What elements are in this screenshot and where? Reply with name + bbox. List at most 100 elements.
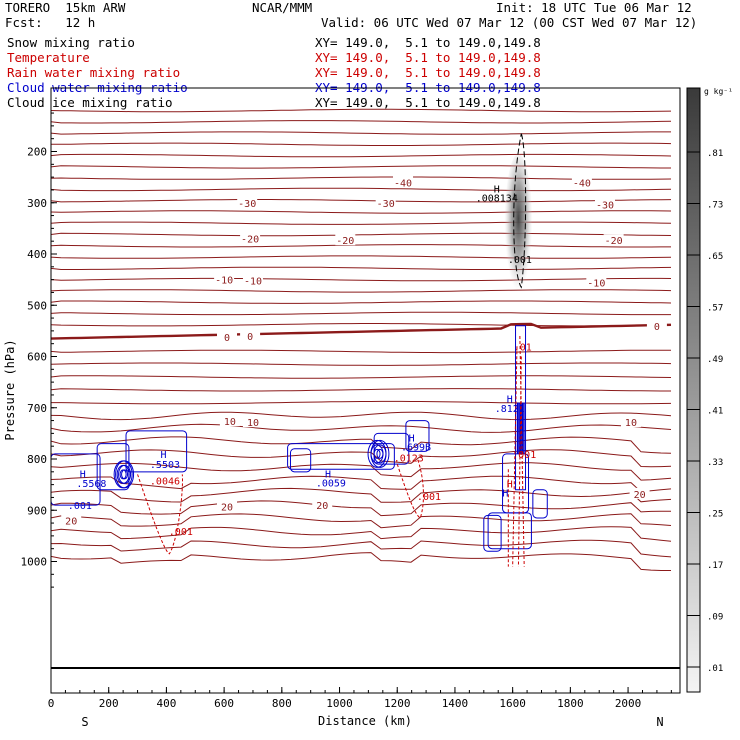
colorbar-tick-label: .25 — [707, 510, 723, 520]
cloud-cell-outline — [287, 443, 395, 470]
x-tick-label: 200 — [99, 697, 119, 710]
x-tick-label: 0 — [48, 697, 55, 710]
y-tick-label: 500 — [27, 299, 47, 312]
colorbar-tick-label: .49 — [707, 355, 723, 365]
field-value-label: .001 — [68, 501, 92, 512]
cloud-cell-outline — [487, 512, 532, 550]
field-value-label: H — [409, 433, 415, 444]
isotherm-label: -10 — [587, 279, 605, 290]
isotherm-line — [50, 210, 672, 214]
isotherm-line — [50, 436, 672, 454]
field-temperature-xy: XY= 149.0, 5.1 to 149.0,149.8 — [315, 50, 541, 65]
isotherm-line — [50, 266, 672, 270]
isotherm-line — [50, 462, 672, 481]
isotherm-label: -40 — [394, 178, 412, 189]
cloud-cell-outline — [96, 443, 130, 491]
field-value-label: .001 — [169, 527, 193, 538]
isotherm-line — [50, 362, 672, 366]
isotherm-line — [50, 487, 672, 503]
isotherm-label-bg — [393, 176, 414, 188]
field-value-label: H — [494, 184, 500, 195]
isotherm-label: 20 — [316, 501, 328, 512]
field-cloudice-xy: XY= 149.0, 5.1 to 149.0,149.8 — [315, 95, 541, 110]
field-value-label: H — [161, 450, 167, 461]
x-tick-label: 1000 — [326, 697, 353, 710]
field-value-label: .5568 — [76, 479, 106, 490]
field-value-label: .5503 — [150, 460, 180, 471]
field-value-label: .001 — [417, 492, 441, 503]
colorbar-tick-label: .09 — [707, 613, 723, 623]
cloud-ring — [118, 464, 132, 484]
isotherm-line — [50, 323, 672, 327]
cloud-ring — [370, 439, 390, 468]
isotherm-line — [50, 277, 672, 282]
isotherm-label-bg — [646, 319, 667, 331]
isotherm-line — [50, 187, 672, 192]
colorbar-tick-label: .65 — [707, 252, 723, 262]
isotherm-label-bg — [594, 198, 615, 210]
field-value-label: H — [507, 395, 513, 406]
cloud-cell-outline — [289, 448, 312, 473]
isotherm-line — [51, 142, 672, 146]
isotherm-line — [50, 552, 671, 571]
field-value-label: H — [502, 488, 508, 499]
rain-column-contours — [507, 335, 525, 567]
field-value-label: .8121 — [495, 404, 525, 415]
field-value-label: .01 — [514, 342, 532, 353]
isotherm-line — [50, 388, 671, 392]
isotherm-label-bg — [217, 500, 238, 512]
isotherm-line — [50, 539, 672, 558]
isotherm-label-bg — [375, 196, 396, 208]
isotherm-line — [50, 165, 671, 169]
field-value-label: .0046 — [150, 477, 180, 488]
isotherm-line — [50, 232, 672, 237]
isotherm-label: 10 — [247, 418, 259, 429]
y-axis-label: Pressure (hPa) — [3, 339, 17, 440]
y-tick-label: 400 — [27, 248, 47, 261]
isotherm-line — [50, 131, 671, 135]
x-tick-label: 1200 — [384, 697, 411, 710]
colorbar-tick-label: .33 — [707, 458, 723, 468]
y-axis: 200 300 400 500 600 700 800 900 1000 — [21, 112, 57, 588]
isotherm-label: 20 — [634, 490, 646, 501]
isotherm-label: 0 — [654, 322, 660, 333]
isotherm-line — [50, 199, 672, 203]
y-tick-label: 1000 — [21, 556, 48, 569]
isotherm-line — [50, 526, 672, 542]
north-label: N — [656, 715, 663, 729]
field-value-label: H — [507, 480, 513, 491]
cloud-ring — [119, 469, 127, 480]
isotherm-line — [51, 400, 672, 405]
isotherm-line — [50, 311, 671, 316]
rain-plume-contour — [396, 458, 424, 519]
isotherm-label-bg — [335, 234, 356, 246]
isotherm-line — [50, 255, 672, 259]
colorbar-unit: g kg⁻¹ — [704, 87, 733, 96]
isotherm-label-bg — [629, 487, 650, 499]
y-tick-label: 900 — [27, 504, 47, 517]
field-rain-label: Rain water mixing ratio — [7, 65, 181, 80]
init-time: Init: 18 UTC Tue 06 Mar 12 — [496, 0, 692, 15]
isotherm-label-bg — [242, 416, 263, 428]
isotherm-label-bg — [312, 499, 333, 511]
x-tick-label: 2000 — [615, 697, 642, 710]
cloud-cell-outline — [125, 430, 188, 473]
isotherm-label-bg — [242, 274, 263, 286]
forecast-hour: Fcst: 12 h — [5, 15, 96, 30]
cloud-cell-outline — [405, 420, 430, 452]
x-tick-label: 600 — [214, 697, 234, 710]
center-label: NCAR/MMM — [252, 0, 313, 15]
isotherm-label: -10 — [215, 276, 233, 287]
isotherm-label: -20 — [241, 235, 259, 246]
cloud-ring — [376, 448, 384, 459]
isotherm-line — [50, 289, 672, 293]
isotherm-label: 10 — [224, 417, 236, 428]
rain-water-contours — [137, 335, 525, 567]
field-value-label: .699B — [401, 443, 431, 454]
valid-time: Valid: 06 UTC Wed 07 Mar 12 (00 CST Wed … — [321, 15, 698, 30]
cloud-cell-outline — [483, 514, 502, 552]
field-temperature-label: Temperature — [7, 50, 90, 65]
colorbar-tick-label: .81 — [707, 149, 723, 159]
snow-core — [504, 153, 533, 298]
isotherm-line — [50, 349, 671, 354]
